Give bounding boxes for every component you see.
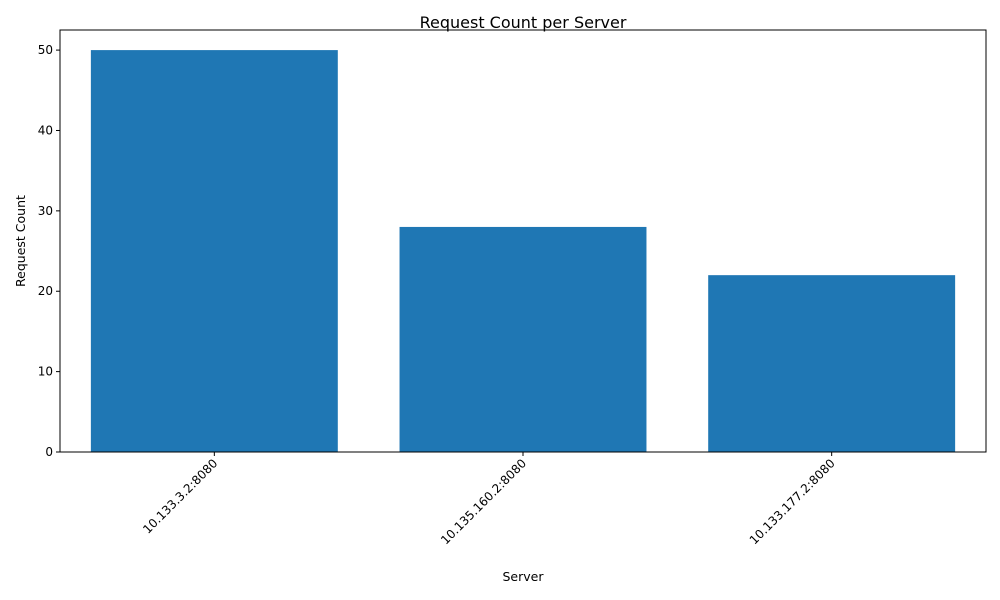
y-tick-label-20: 20 — [38, 284, 53, 298]
y-tick-label-50: 50 — [38, 43, 53, 57]
bar-3 — [708, 275, 956, 452]
x-tick-label-3: 10.133.177.2:8080 — [747, 456, 838, 547]
x-axis: 10.133.3.2:8080 10.135.160.2:8080 10.133.1… — [140, 452, 838, 547]
y-tick-label-30: 30 — [38, 204, 53, 218]
chart-title: Request Count per Server — [420, 13, 627, 32]
y-tick-label-0: 0 — [45, 445, 53, 459]
bar-1 — [90, 50, 338, 452]
y-tick-label-10: 10 — [38, 365, 53, 379]
y-axis: 0 10 20 30 40 50 — [38, 43, 60, 459]
x-tick-label-2: 10.135.160.2:8080 — [438, 456, 529, 547]
bars-group — [90, 50, 956, 452]
x-axis-label: Server — [503, 569, 545, 584]
y-axis-label: Request Count — [13, 195, 28, 287]
bar-2 — [399, 226, 647, 452]
x-tick-label-1: 10.133.3.2:8080 — [140, 456, 220, 536]
y-tick-label-40: 40 — [38, 123, 53, 137]
